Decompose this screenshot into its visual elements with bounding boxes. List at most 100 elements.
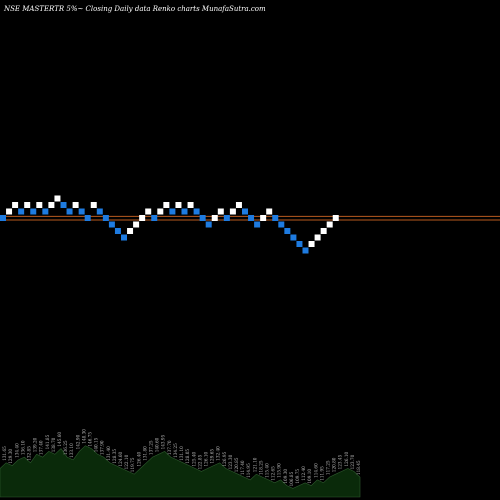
volume-label-55: 120.80 — [332, 457, 337, 472]
brick-7 — [42, 208, 49, 215]
brick-9 — [54, 195, 61, 202]
brick-5 — [30, 208, 37, 215]
volume-label-15: 146.75 — [88, 432, 93, 447]
brick-42 — [254, 221, 261, 228]
volume-label-44: 115.40 — [265, 463, 270, 478]
volume-label-50: 112.40 — [301, 466, 306, 481]
volume-label-9: 138.70 — [51, 437, 56, 452]
brick-10 — [60, 202, 67, 208]
brick-4 — [24, 202, 31, 208]
volume-label-45: 112.65 — [271, 466, 276, 481]
brick-23 — [139, 215, 146, 221]
volume-label-41: 114.95 — [246, 463, 251, 478]
brick-35 — [211, 215, 218, 221]
brick-1 — [6, 208, 13, 215]
volume-label-54: 117.25 — [326, 460, 331, 475]
volume-label-27: 143.95 — [161, 434, 166, 449]
volume-label-12: 133.10 — [69, 443, 74, 458]
brick-15 — [90, 202, 97, 208]
brick-43 — [260, 215, 267, 221]
volume-label-4: 136.10 — [20, 440, 25, 455]
brick-50 — [302, 247, 309, 254]
brick-46 — [278, 221, 285, 228]
volume-area-path — [0, 445, 361, 498]
volume-label-49: 109.75 — [295, 469, 300, 484]
volume-label-3: 134.40 — [14, 443, 19, 458]
volume-label-48: 106.85 — [289, 471, 294, 486]
volume-label-30: 131.10 — [179, 446, 184, 461]
volume-label-47: 109.30 — [283, 469, 288, 484]
brick-36 — [217, 208, 224, 215]
brick-6 — [36, 202, 43, 208]
brick-2 — [12, 202, 19, 208]
brick-16 — [96, 208, 103, 215]
volume-label-43: 118.25 — [258, 460, 263, 475]
brick-47 — [284, 228, 291, 234]
brick-39 — [235, 202, 242, 208]
brick-49 — [296, 241, 303, 247]
volume-label-28: 137.70 — [167, 440, 172, 455]
brick-30 — [181, 208, 188, 215]
volume-label-59: 118.45 — [356, 460, 361, 475]
brick-19 — [114, 228, 121, 234]
volume-label-0: 127.95 — [0, 452, 1, 467]
volume-label-51: 109.10 — [307, 469, 312, 484]
volume-label-11: 136.25 — [63, 440, 68, 455]
volume-label-56: 123.45 — [338, 454, 343, 469]
brick-12 — [72, 202, 79, 208]
brick-14 — [84, 215, 91, 221]
brick-0 — [0, 215, 6, 221]
volume-label-46: 115.90 — [277, 463, 282, 478]
brick-18 — [108, 221, 115, 228]
volume-label-38: 123.30 — [228, 454, 233, 469]
volume-label-34: 126.10 — [204, 452, 209, 467]
brick-28 — [169, 208, 176, 215]
brick-27 — [163, 202, 170, 208]
brick-11 — [66, 208, 73, 215]
volume-label-21: 122.10 — [124, 454, 129, 469]
volume-label-8: 141.85 — [45, 434, 50, 449]
volume-label-52: 114.60 — [313, 463, 318, 478]
brick-34 — [205, 221, 212, 228]
volume-label-26: 140.60 — [155, 437, 160, 452]
volume-label-42: 121.10 — [252, 457, 257, 472]
volume-label-29: 134.25 — [173, 443, 178, 458]
brick-21 — [127, 228, 134, 234]
volume-label-7: 137.40 — [39, 440, 44, 455]
brick-13 — [78, 208, 85, 215]
volume-label-35: 129.65 — [210, 449, 215, 464]
volume-label-37: 126.95 — [222, 452, 227, 467]
brick-37 — [223, 215, 230, 221]
volume-label-25: 137.25 — [149, 440, 154, 455]
brick-20 — [121, 234, 127, 241]
volume-label-20: 124.60 — [118, 452, 123, 467]
brick-51 — [308, 241, 315, 247]
volume-label-36: 132.40 — [216, 446, 221, 461]
volume-label-14: 148.30 — [81, 429, 86, 444]
volume-label-39: 120.85 — [234, 457, 239, 472]
brick-26 — [157, 208, 164, 215]
brick-44 — [266, 208, 273, 215]
volume-label-58: 123.70 — [350, 454, 355, 469]
volume-label-31: 128.05 — [185, 449, 190, 464]
volume-label-16: 140.15 — [94, 437, 99, 452]
volume-label-33: 122.85 — [197, 454, 202, 469]
brick-54 — [326, 221, 333, 228]
brick-32 — [193, 208, 200, 215]
brick-24 — [145, 208, 152, 215]
volume-label-10: 145.60 — [57, 432, 62, 447]
volume-label-17: 137.90 — [100, 440, 105, 455]
volume-label-6: 139.20 — [33, 437, 38, 452]
brick-17 — [102, 215, 109, 221]
brick-55 — [332, 215, 339, 221]
volume-label-19: 128.35 — [112, 449, 117, 464]
volume-label-40: 117.40 — [240, 460, 245, 475]
volume-label-18: 131.40 — [106, 446, 111, 461]
chart-title: NSE MASTERTR 5%~ Closing Daily data Renk… — [3, 5, 266, 13]
brick-48 — [290, 234, 297, 241]
brick-41 — [248, 215, 255, 221]
volume-label-5: 132.85 — [27, 446, 32, 461]
volume-label-23: 126.40 — [136, 452, 141, 467]
